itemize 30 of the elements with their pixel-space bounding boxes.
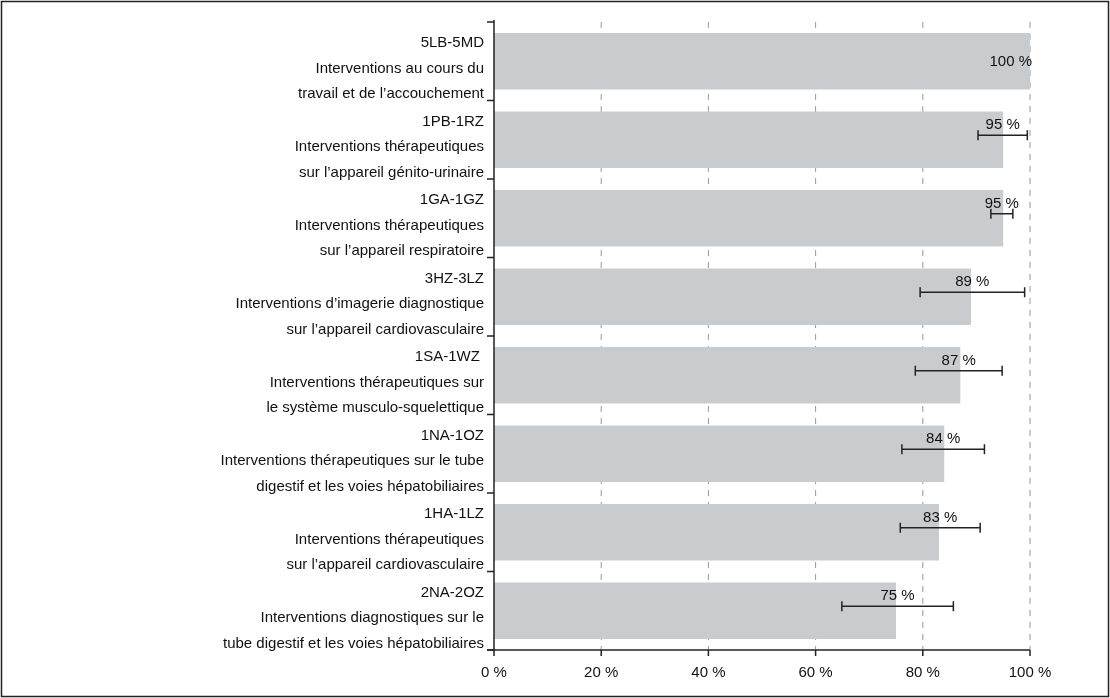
bar <box>494 268 972 326</box>
y-tick-label: 3HZ-3LZ Interventions d’imagerie diagnostique sur l’appareil cardiovasculaire <box>235 268 484 337</box>
data-label: 89 % <box>955 272 990 290</box>
bar <box>494 346 961 404</box>
y-tick-label: 1PB-1RZ Interventions thérapeutiques sur l’appareil génito-urinaire <box>294 111 484 180</box>
bar <box>494 32 1030 90</box>
x-tick-label: 20 % <box>584 663 619 680</box>
data-label: 75 % <box>880 586 915 604</box>
x-tick-label: 0 % <box>481 663 507 680</box>
y-tick-label: 1GA-1GZ Interventions thérapeutiques sur l’appareil respiratoire <box>294 190 484 258</box>
y-tick-label: 2NA-2OZ Interventions diagnostiques sur le tube digestif et les voies hépatobiliaires <box>223 582 484 651</box>
x-tick-label: 40 % <box>691 663 726 680</box>
data-label: 95 % <box>984 193 1019 211</box>
y-tick-label: 1SA-1WZ Interventions thérapeutiques sur le système musculo-squelettique <box>266 347 484 415</box>
y-tick-label: 1NA-1OZ Interventions thérapeutiques sur le tube digestif et les voies hépatobiliaires <box>220 425 484 494</box>
data-label: 83 % <box>923 507 958 525</box>
bar <box>494 425 945 483</box>
data-label: 87 % <box>941 350 976 368</box>
bar <box>494 503 939 561</box>
x-tick-label: 80 % <box>905 663 940 680</box>
data-label: 95 % <box>985 115 1020 133</box>
data-label: 84 % <box>926 429 961 447</box>
data-label: 100 % <box>989 52 1032 70</box>
bar <box>494 189 1004 247</box>
y-tick-label: 5LB-5MD Interventions au cours du travail et de l’accouchement <box>298 33 485 101</box>
bar <box>494 582 896 640</box>
y-tick-label: 1HA-1LZ Interventions thérapeutiques sur l’appareil cardiovasculaire <box>286 504 484 572</box>
x-tick-label: 100 % <box>1008 663 1052 680</box>
bar <box>494 111 1004 169</box>
x-tick-label: 60 % <box>798 663 833 680</box>
